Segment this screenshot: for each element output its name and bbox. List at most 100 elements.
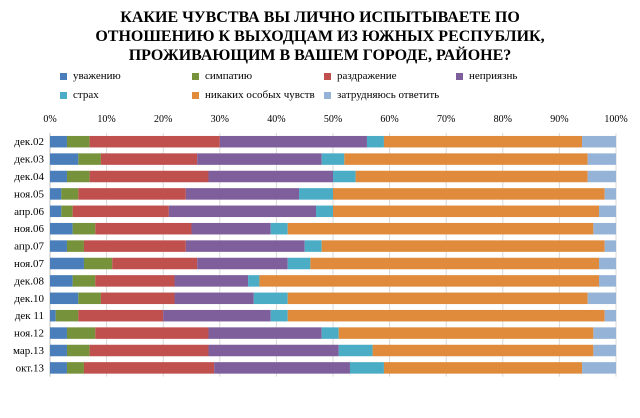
bar-segment-симпатию [78, 153, 101, 165]
bar-segment-раздражение [89, 170, 209, 183]
legend-label-nepriyazn: неприязнь [469, 70, 518, 82]
category-label: дек.04 [14, 171, 44, 183]
bar-segment-раздражение [112, 257, 198, 270]
bar-segment-раздражение [95, 275, 175, 287]
bar-segment-никаких-особых-чувств [355, 170, 588, 183]
bar-segment-затрудняюсь-ответить [599, 205, 616, 218]
bar-segment-затрудняюсь-ответить [582, 362, 616, 374]
x-tick-label: 60% [380, 114, 398, 125]
legend-item-simpatiyu: симпатию [192, 70, 252, 82]
bar-segment-неприязнь [174, 292, 254, 305]
x-tick-label: 40% [267, 114, 285, 125]
bar-segment-раздражение [78, 188, 186, 200]
bar-segment-раздражение [89, 344, 209, 357]
bar-segment-неприязнь [208, 344, 339, 357]
bar-segment-никаких-особых-чувств [287, 292, 588, 305]
bar-segment-уважению [50, 344, 67, 357]
bar-segment-уважению [50, 170, 67, 183]
bar-segment-симпатию [61, 188, 79, 200]
bar-segment-уважению [50, 153, 79, 165]
bar-segment-уважению [50, 292, 79, 305]
bar-segment-симпатию [78, 292, 101, 305]
bar-segment-страх [333, 170, 356, 183]
legend-swatch-simpatiyu [192, 72, 199, 80]
bar-segment-никаких-особых-чувств [338, 327, 594, 339]
chart-title-line-3: ПРОЖИВАЮЩИМ В ВАШЕМ ГОРОДЕ, РАЙОНЕ? [128, 47, 512, 64]
legend-swatch-uvazheniyu [60, 72, 67, 80]
bar-segment-неприязнь [163, 309, 271, 322]
bar-segment-никаких-особых-чувств [383, 362, 583, 374]
bar-segment-затрудняюсь-ответить [599, 257, 616, 270]
legend-item-nepriyazn: неприязнь [456, 70, 517, 82]
category-label: дек 11 [15, 310, 44, 322]
bar-segment-симпатию [66, 344, 90, 357]
bar-segment-никаких-особых-чувств [321, 240, 605, 252]
bar-segment-страх [321, 153, 345, 165]
legend-label-razdrazhenie: раздражение [337, 70, 397, 82]
bar-segment-затрудняюсь-ответить [593, 222, 616, 235]
bar-segment-уважению [50, 135, 67, 148]
chart-x-tick-labels: 0% 10% 20% 30% 40% 50% 60% 70% 80% 90% 100% [43, 114, 627, 125]
bar-segment-страх [304, 240, 322, 252]
bar-segment-никаких-особых-чувств [287, 222, 594, 235]
legend-item-strakh: страх [60, 89, 99, 101]
legend-item-razdrazhenie: раздражение [324, 70, 397, 82]
legend-label-simpatiyu: симпатию [205, 70, 253, 82]
legend-item-nikakikh: никаких особых чувств [192, 89, 315, 101]
bar-segment-уважению [50, 222, 73, 235]
bar-segment-раздражение [83, 240, 186, 252]
bar-segment-страх [299, 188, 333, 200]
bar-segment-неприязнь [191, 222, 271, 235]
bar-segment-уважению [50, 240, 67, 252]
category-label: апр.07 [14, 241, 44, 253]
x-tick-label: 100% [604, 114, 627, 125]
chart-bars [50, 135, 616, 374]
x-tick-label: 50% [324, 114, 342, 125]
bar-segment-симпатию [61, 205, 73, 218]
legend-swatch-nikakikh [192, 91, 199, 99]
bar-segment-затрудняюсь-ответить [599, 275, 616, 287]
bar-segment-раздражение [95, 327, 209, 339]
category-label: ноя.07 [14, 258, 44, 270]
bar-segment-страх [366, 135, 384, 148]
bar-segment-уважению [50, 205, 62, 218]
bar-segment-неприязнь [219, 135, 367, 148]
bar-segment-страх [321, 327, 339, 339]
bar-segment-затрудняюсь-ответить [593, 327, 616, 339]
bar-segment-неприязнь [197, 153, 322, 165]
category-label: дек.02 [14, 136, 44, 148]
bar-segment-уважению [50, 275, 73, 287]
bar-segment-никаких-особых-чувств [333, 188, 605, 200]
bar-segment-никаких-особых-чувств [372, 344, 594, 357]
bar-segment-никаких-особых-чувств [344, 153, 588, 165]
x-tick-label: 90% [550, 114, 568, 125]
x-tick-label: 30% [211, 114, 229, 125]
bar-segment-раздражение [89, 135, 220, 148]
bar-segment-неприязнь [185, 240, 305, 252]
bar-segment-симпатию [66, 240, 84, 252]
bar-segment-неприязнь [185, 188, 300, 200]
category-label: мар.13 [13, 345, 45, 357]
x-tick-label: 0% [43, 114, 56, 125]
category-label: дек.08 [14, 275, 44, 287]
category-label: ноя.05 [14, 188, 44, 200]
legend-swatch-razdrazhenie [324, 72, 331, 80]
category-label: окт.13 [16, 362, 45, 374]
bar-segment-затрудняюсь-ответить [587, 292, 616, 305]
category-label: ноя.06 [14, 223, 44, 235]
bar-segment-затрудняюсь-ответить [587, 153, 616, 165]
bar-segment-раздражение [72, 205, 169, 218]
chart-title-line-1: КАКИЕ ЧУВСТВА ВЫ ЛИЧНО ИСПЫТЫВАЕТЕ ПО [120, 9, 520, 26]
bar-segment-неприязнь [208, 170, 333, 183]
legend-label-strakh: страх [73, 89, 99, 101]
bar-segment-страх [349, 362, 384, 374]
bar-segment-затрудняюсь-ответить [604, 309, 616, 322]
x-tick-label: 20% [154, 114, 172, 125]
bar-segment-симпатию [66, 170, 90, 183]
bar-segment-симпатию [66, 362, 84, 374]
category-label: апр.06 [14, 206, 44, 218]
bar-segment-раздражение [95, 222, 192, 235]
bar-segment-затрудняюсь-ответить [593, 344, 616, 357]
category-label: дек.03 [14, 154, 44, 166]
x-tick-label: 10% [97, 114, 115, 125]
